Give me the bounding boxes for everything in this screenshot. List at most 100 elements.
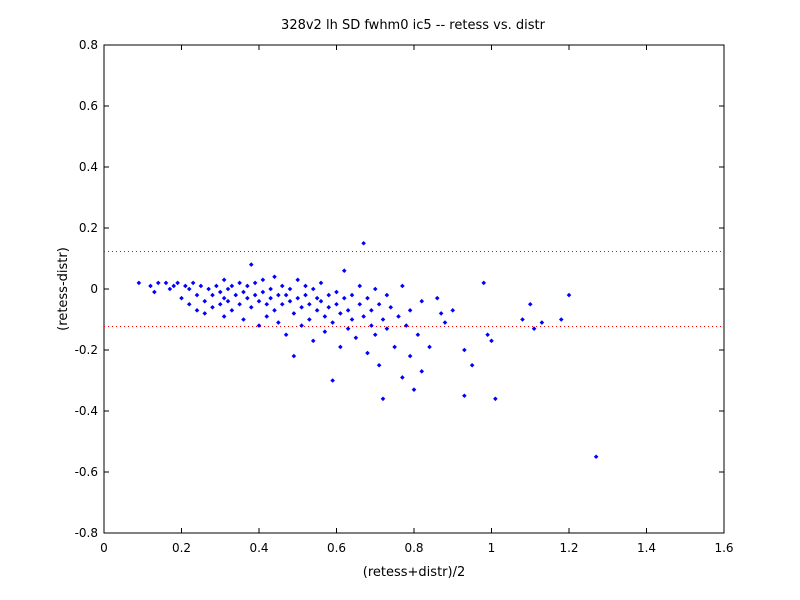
- data-point-30: [229, 308, 235, 313]
- data-point-15: [198, 283, 204, 289]
- data-point-76: [322, 314, 328, 319]
- y-tick-label: -0.8: [75, 526, 98, 540]
- data-point-98: [365, 350, 370, 356]
- data-point-3: [155, 280, 161, 286]
- data-point-24: [221, 277, 227, 283]
- data-point-109: [388, 305, 394, 310]
- data-point-39: [248, 262, 254, 267]
- data-point-68: [307, 301, 312, 307]
- y-tick-label: -0.4: [75, 404, 98, 418]
- x-tick-label: 1: [488, 541, 496, 555]
- data-point-52: [276, 292, 281, 298]
- data-point-97: [365, 295, 370, 301]
- data-point-25: [221, 295, 227, 301]
- y-tick-label: -0.2: [75, 343, 98, 357]
- data-point-136: [539, 320, 545, 325]
- data-point-86: [341, 268, 347, 273]
- data-point-5: [167, 286, 173, 292]
- data-point-139: [593, 454, 599, 460]
- data-point-32: [237, 280, 242, 286]
- data-point-79: [326, 305, 332, 310]
- data-point-42: [256, 298, 262, 304]
- data-point-27: [225, 286, 231, 292]
- data-point-35: [241, 317, 246, 322]
- data-point-119: [419, 298, 425, 304]
- y-axis-label: (retess-distr): [56, 247, 71, 331]
- data-point-133: [520, 317, 525, 322]
- data-point-78: [326, 292, 332, 298]
- data-point-102: [372, 332, 378, 338]
- data-point-10: [186, 286, 192, 292]
- data-point-28: [225, 298, 231, 304]
- data-point-89: [345, 326, 351, 331]
- data-point-34: [241, 289, 246, 295]
- data-point-47: [264, 314, 270, 319]
- y-tick-label: 0.4: [79, 160, 98, 174]
- data-point-84: [338, 311, 343, 316]
- data-point-82: [334, 289, 339, 295]
- x-tick-label: 0.2: [172, 541, 191, 555]
- data-point-121: [427, 344, 432, 350]
- data-point-129: [481, 280, 487, 286]
- data-point-36: [245, 283, 250, 289]
- chart-title: 328v2 lh SD fwhm0 ic5 -- retess vs. dist…: [281, 18, 546, 33]
- data-point-33: [237, 301, 242, 307]
- data-point-60: [291, 311, 297, 316]
- data-point-20: [210, 305, 215, 310]
- data-point-13: [194, 292, 200, 298]
- data-point-65: [299, 323, 304, 328]
- y-tick-label: 0.6: [79, 99, 98, 113]
- axis-ticks: 0 0.2 0.4 0.6 0.8 1 1.2 1.4 1.6 0.8 0.6 0.4 0.2 0 -0.2…: [75, 38, 734, 555]
- data-point-29: [229, 283, 235, 289]
- data-point-132: [493, 396, 498, 402]
- data-point-115: [407, 308, 413, 313]
- data-point-63: [295, 295, 301, 301]
- data-point-111: [396, 314, 401, 319]
- x-tick-label: 1.2: [559, 541, 578, 555]
- x-tick-label: 0.8: [404, 541, 423, 555]
- data-point-100: [369, 323, 374, 328]
- data-point-104: [376, 362, 382, 368]
- data-point-101: [372, 286, 378, 292]
- data-point-14: [194, 308, 200, 313]
- data-point-92: [353, 335, 359, 341]
- data-point-37: [245, 295, 250, 301]
- data-point-99: [369, 308, 374, 313]
- data-point-110: [392, 344, 397, 350]
- data-point-107: [384, 292, 390, 298]
- data-point-122: [434, 295, 440, 301]
- data-point-106: [380, 396, 386, 402]
- data-point-4: [163, 280, 169, 286]
- data-point-19: [210, 292, 215, 298]
- data-point-12: [190, 280, 196, 286]
- data-point-43: [256, 323, 262, 328]
- data-point-95: [361, 240, 366, 246]
- data-point-70: [310, 286, 316, 292]
- data-point-90: [349, 292, 355, 298]
- data-point-7: [175, 280, 180, 286]
- data-point-85: [338, 344, 343, 350]
- data-point-64: [299, 305, 304, 310]
- data-point-9: [183, 283, 188, 289]
- data-point-105: [380, 317, 386, 322]
- data-point-83: [334, 301, 339, 307]
- data-point-58: [287, 286, 293, 292]
- data-point-38: [248, 305, 254, 310]
- data-points: [136, 240, 599, 460]
- x-axis-label: (retess+distr)/2: [363, 565, 465, 580]
- data-point-123: [438, 311, 444, 316]
- data-point-135: [531, 326, 537, 331]
- data-point-81: [330, 378, 335, 383]
- data-point-48: [268, 286, 273, 292]
- data-point-66: [303, 283, 308, 289]
- x-tick-label: 1.4: [637, 541, 656, 555]
- data-point-49: [268, 295, 273, 301]
- x-tick-label: 0: [100, 541, 108, 555]
- data-point-62: [295, 277, 301, 283]
- data-point-54: [279, 283, 285, 289]
- data-point-80: [330, 320, 335, 325]
- data-point-125: [450, 308, 456, 313]
- data-point-57: [283, 332, 289, 338]
- data-point-77: [322, 329, 328, 334]
- data-point-56: [283, 292, 289, 298]
